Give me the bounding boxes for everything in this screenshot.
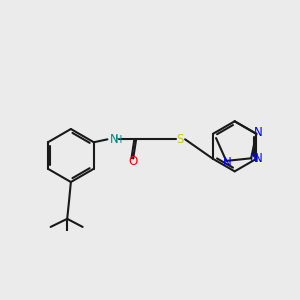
Text: O: O	[129, 155, 138, 168]
Text: N: N	[110, 133, 118, 146]
Text: S: S	[177, 133, 184, 146]
Text: N: N	[254, 126, 262, 139]
Text: N: N	[254, 152, 262, 165]
Text: N: N	[250, 152, 258, 165]
Text: N: N	[223, 156, 232, 169]
Text: H: H	[115, 135, 122, 146]
